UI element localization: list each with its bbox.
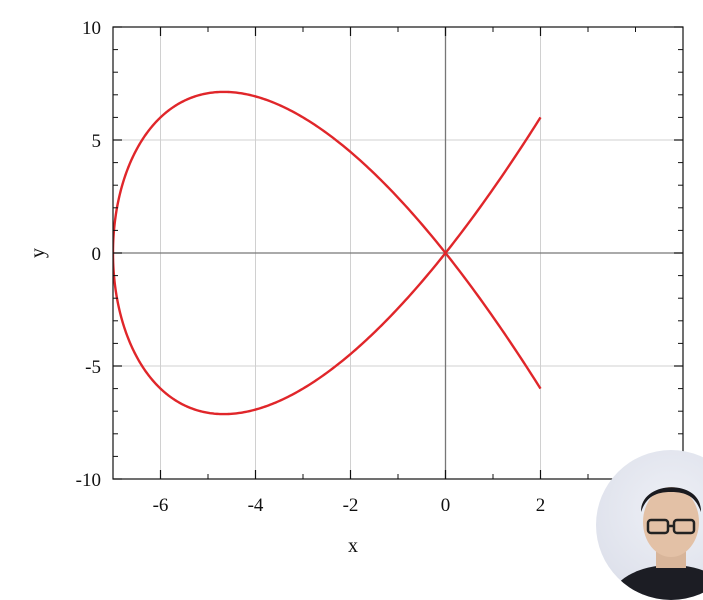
y-tick-label: 10 [82,18,101,39]
x-tick-label: 0 [441,495,451,516]
x-axis-label: x [348,535,358,557]
curve-layer [113,90,542,416]
x-tick-label: -6 [153,495,169,516]
x-tick-labels: -6 -4 -2 0 2 [153,495,546,516]
y-tick-label: -5 [85,357,101,378]
x-tick-label: -4 [248,495,264,516]
y-axis-label: y [27,248,49,258]
y-tick-label: -10 [76,470,101,491]
y-tick-label: 5 [92,131,102,152]
y-tick-labels: -10 -5 0 5 10 [76,18,101,491]
series-line-curve [113,90,542,416]
y-tick-label: 0 [92,244,102,265]
x-tick-label: 2 [536,495,546,516]
x-tick-label: -2 [343,495,359,516]
plot: -6 -4 -2 0 2 -10 -5 0 5 10 x y [27,18,684,557]
